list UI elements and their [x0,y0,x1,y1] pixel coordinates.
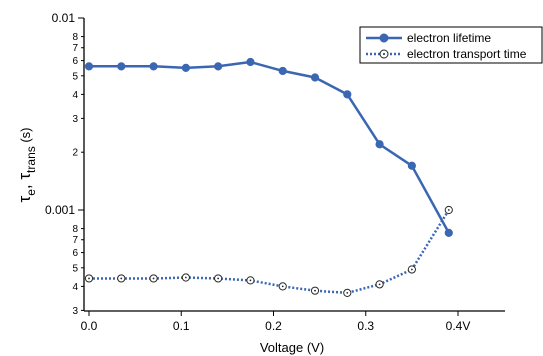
y-minor-tick-label: 5 [72,263,78,274]
data-point-lifetime [246,57,255,67]
data-point-lifetime [84,62,94,71]
y-minor-tick-label: 4 [72,282,78,293]
data-point-transport-center [314,289,316,292]
data-point-transport-center [184,276,187,279]
data-point-lifetime [214,62,223,71]
data-point-transport-center [88,277,90,280]
y-minor-tick-label: 7 [72,43,78,54]
data-point-lifetime [343,90,352,99]
y-axis-title: τe, τtrans (s) [15,127,38,202]
data-point-lifetime [375,140,384,149]
y-axis-title-e-sub: e [24,189,38,196]
axes [83,18,505,312]
series-line-lifetime [89,60,450,234]
data-point-transport-center [447,209,450,211]
x-tick-label: 0.3 [357,319,374,333]
y-minor-tick-label: 8 [72,224,78,235]
y-axis-title-unit: (s) [18,127,33,146]
x-tick-label: 0.2 [265,319,282,333]
y-minor-tick-label: 7 [72,235,78,246]
y-axis-title-sep: , [15,180,34,189]
data-point-lifetime [444,228,453,237]
data-point-lifetime [407,161,416,170]
legend: electron lifetime electron transport tim… [359,26,543,64]
y-axis-title-trans-sub: trans [24,146,38,173]
data-point-transport-center [217,277,220,280]
legend-marker-transport-dot [383,53,385,55]
legend-box [359,26,543,64]
legend-label-lifetime: electron lifetime [407,31,491,45]
data-point-transport-center [378,283,381,286]
y-minor-tick-label: 6 [72,56,78,67]
y-axis-title-tau: τ [15,196,34,203]
series-line-transport [89,209,450,295]
y-axis-title-tau-2: τ [15,173,34,180]
data-point-lifetime [310,73,320,82]
y-minor-tick-label: 5 [72,71,78,82]
data-point-lifetime [117,62,126,71]
x-axis-title: Voltage (V) [260,340,324,355]
x-tick-label: 0.0 [81,319,98,333]
data-point-transport-center [120,277,123,280]
data-point-transport-center [152,277,155,280]
legend-marker-lifetime [379,33,389,43]
data-point-transport-center [410,268,413,271]
data-point-transport-center [346,292,349,294]
data-point-lifetime [181,63,190,72]
y-major-tick-label: 0.01 [52,11,76,25]
data-point-transport-center [281,285,284,288]
x-tick-label: 0.1 [173,319,190,333]
y-minor-tick-label: 2 [72,148,78,159]
y-minor-tick-label: 4 [72,90,78,101]
y-major-tick-label: 0.001 [45,203,75,217]
series [84,57,453,298]
y-minor-tick-label: 3 [72,306,78,317]
data-point-lifetime [278,66,287,76]
x-tick-label: 0.4V [446,319,471,333]
y-minor-tick-label: 8 [72,32,78,43]
legend-label-transport: electron transport time [407,47,527,61]
y-minor-tick-label: 3 [72,114,78,125]
data-point-transport-center [249,279,252,282]
y-minor-tick-label: 6 [72,248,78,259]
data-point-lifetime [149,62,158,71]
